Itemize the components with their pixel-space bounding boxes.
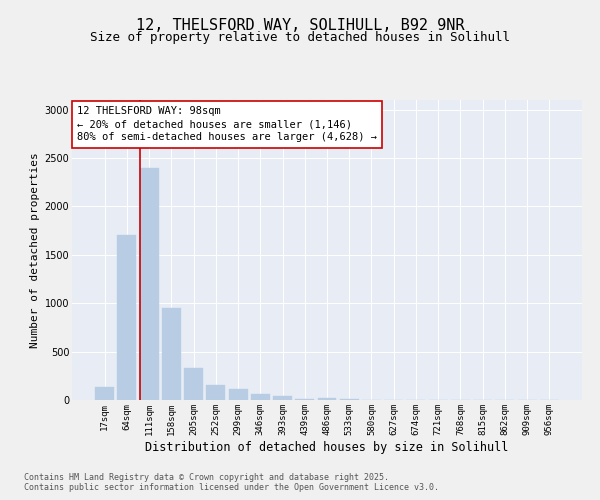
Bar [162,308,181,400]
Text: 12, THELSFORD WAY, SOLIHULL, B92 9NR: 12, THELSFORD WAY, SOLIHULL, B92 9NR [136,18,464,32]
Bar [95,388,114,400]
Bar [184,368,203,400]
Bar [295,398,314,400]
X-axis label: Distribution of detached houses by size in Solihull: Distribution of detached houses by size … [145,440,509,454]
Bar [273,396,292,400]
Bar [317,398,337,400]
Y-axis label: Number of detached properties: Number of detached properties [31,152,40,348]
Text: Size of property relative to detached houses in Solihull: Size of property relative to detached ho… [90,31,510,44]
Bar [229,390,248,400]
Bar [251,394,270,400]
Text: 12 THELSFORD WAY: 98sqm
← 20% of detached houses are smaller (1,146)
80% of semi: 12 THELSFORD WAY: 98sqm ← 20% of detache… [77,106,377,142]
Bar [340,399,359,400]
Bar [140,168,158,400]
Text: Contains public sector information licensed under the Open Government Licence v3: Contains public sector information licen… [24,484,439,492]
Bar [206,384,225,400]
Text: Contains HM Land Registry data © Crown copyright and database right 2025.: Contains HM Land Registry data © Crown c… [24,472,389,482]
Bar [118,236,136,400]
